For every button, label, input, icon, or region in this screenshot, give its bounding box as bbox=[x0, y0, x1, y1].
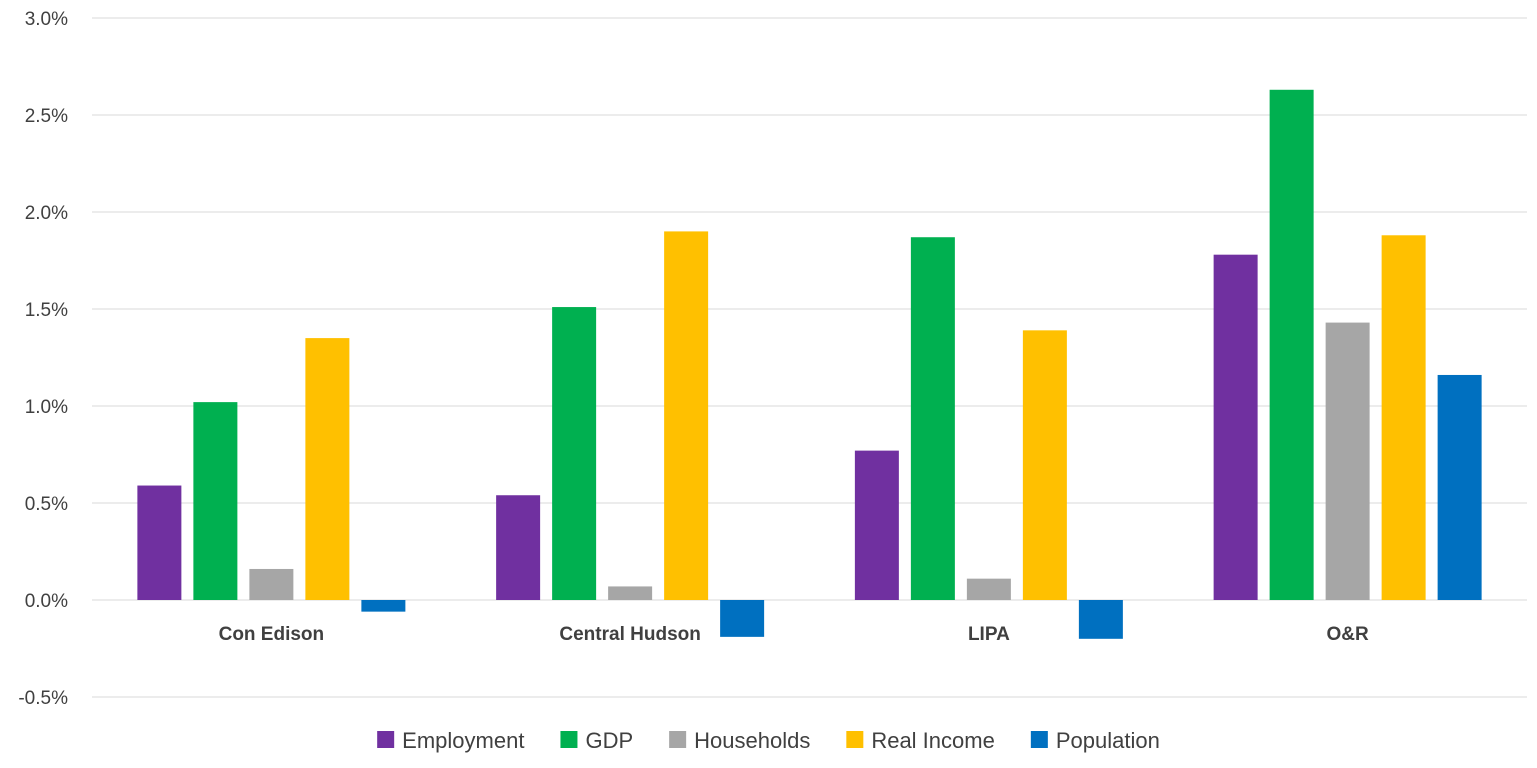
y-tick-label: 0.5% bbox=[25, 494, 68, 515]
y-axis-tick-labels: 3.0% 2.5% 2.0% 1.5% 1.0% 0.5% 0.0% -0.5% bbox=[18, 9, 68, 709]
bar-real-income bbox=[305, 338, 350, 600]
legend-label: Real Income bbox=[871, 728, 995, 753]
bar-employment bbox=[1213, 254, 1258, 600]
bar-gdp bbox=[193, 402, 238, 600]
bar-population bbox=[1078, 600, 1123, 639]
bar-gdp bbox=[910, 237, 955, 600]
bar-real-income bbox=[1381, 235, 1426, 600]
y-tick-label: 0.0% bbox=[25, 591, 68, 612]
legend-swatch bbox=[377, 731, 395, 748]
bar-population bbox=[720, 600, 765, 637]
bar-real-income bbox=[664, 231, 709, 600]
x-category-label: LIPA bbox=[968, 624, 1010, 645]
bar-households bbox=[249, 568, 294, 600]
bar-households bbox=[608, 586, 653, 600]
bar-population bbox=[1437, 374, 1482, 600]
legend-swatch bbox=[846, 731, 864, 748]
bar-employment bbox=[496, 495, 541, 600]
legend-label: Households bbox=[694, 728, 810, 753]
y-tick-label: 2.0% bbox=[25, 203, 68, 224]
x-category-label: Central Hudson bbox=[559, 624, 700, 645]
y-tick-label: 3.0% bbox=[25, 9, 68, 30]
legend-label: GDP bbox=[585, 728, 633, 753]
x-category-label: Con Edison bbox=[219, 624, 325, 645]
bar-households bbox=[966, 578, 1011, 600]
bar-households bbox=[1325, 322, 1370, 600]
bars bbox=[137, 89, 1482, 639]
y-tick-label: 1.0% bbox=[25, 397, 68, 418]
y-tick-label: -0.5% bbox=[18, 688, 68, 709]
x-axis-category-labels: Con Edison Central Hudson LIPA O&R bbox=[219, 624, 1369, 645]
legend-swatch bbox=[560, 731, 578, 748]
legend: Employment GDP Households Real Income Popula… bbox=[377, 728, 1160, 753]
bar-employment bbox=[854, 450, 899, 600]
bar-real-income bbox=[1022, 330, 1067, 600]
bar-employment bbox=[137, 485, 182, 600]
y-tick-label: 2.5% bbox=[25, 106, 68, 127]
legend-label: Population bbox=[1056, 728, 1160, 753]
y-tick-label: 1.5% bbox=[25, 300, 68, 321]
legend-swatch bbox=[1030, 731, 1048, 748]
bar-population bbox=[361, 600, 406, 612]
bar-gdp bbox=[1269, 89, 1314, 600]
legend-label: Employment bbox=[402, 728, 524, 753]
x-category-label: O&R bbox=[1327, 624, 1370, 645]
legend-swatch bbox=[669, 731, 687, 748]
bar-gdp bbox=[552, 307, 597, 600]
